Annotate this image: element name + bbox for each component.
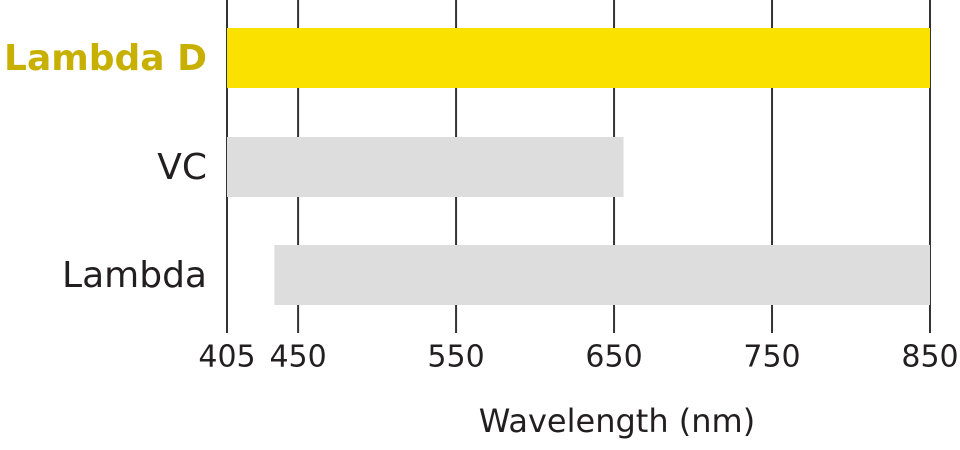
y-tick-label: Lambda D: [4, 38, 207, 79]
x-tick-label: 850: [901, 340, 958, 375]
x-tick-label: 550: [427, 340, 484, 375]
y-tick-label: Lambda: [62, 255, 207, 296]
x-tick-label: 450: [269, 340, 326, 375]
x-tick-label: 750: [743, 340, 800, 375]
bar: [227, 137, 624, 197]
x-tick-label: 405: [198, 340, 255, 375]
y-tick-label: VC: [157, 147, 207, 188]
x-axis-label: Wavelength (nm): [479, 402, 755, 440]
bar: [227, 28, 930, 88]
bar: [274, 245, 930, 305]
x-tick-label: 650: [585, 340, 642, 375]
